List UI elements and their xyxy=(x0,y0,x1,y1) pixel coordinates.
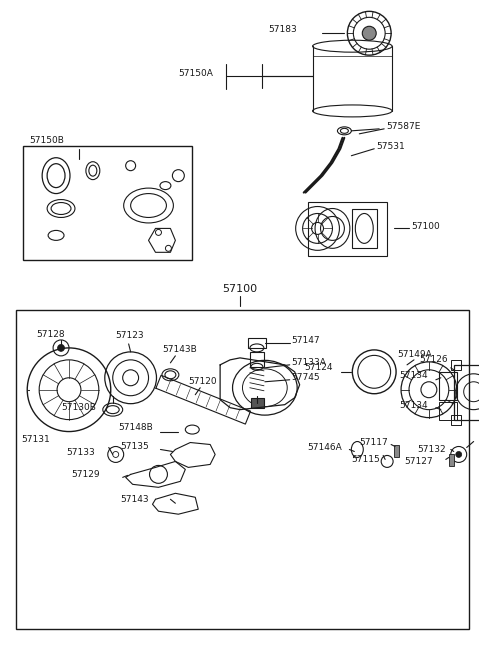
Text: 57183: 57183 xyxy=(268,25,297,34)
Bar xyxy=(250,352,264,367)
Text: 57115: 57115 xyxy=(351,455,380,464)
Text: 57117: 57117 xyxy=(360,438,388,447)
Text: 57150A: 57150A xyxy=(179,69,213,77)
Bar xyxy=(251,398,264,407)
Text: 57133A: 57133A xyxy=(292,358,326,367)
Text: 57143: 57143 xyxy=(120,495,149,504)
Bar xyxy=(451,360,461,370)
Text: 57124: 57124 xyxy=(305,364,333,372)
Bar xyxy=(449,455,454,466)
Bar xyxy=(352,208,377,248)
Text: 57131: 57131 xyxy=(21,435,50,444)
Text: 57128: 57128 xyxy=(36,331,65,339)
Bar xyxy=(439,402,457,420)
Text: 57123: 57123 xyxy=(116,331,144,341)
Text: 57134: 57134 xyxy=(399,371,428,381)
Text: 57130B: 57130B xyxy=(61,403,96,412)
Circle shape xyxy=(456,451,462,457)
Text: 57531: 57531 xyxy=(376,142,405,151)
Text: 57146A: 57146A xyxy=(308,443,342,452)
Text: 57147: 57147 xyxy=(292,337,320,345)
Circle shape xyxy=(362,26,376,40)
Bar xyxy=(451,415,461,424)
Text: 57587E: 57587E xyxy=(386,122,420,132)
Bar xyxy=(248,338,266,348)
Text: 57100: 57100 xyxy=(222,284,258,294)
Text: 57150B: 57150B xyxy=(29,136,64,145)
Bar xyxy=(23,146,192,260)
Text: 57120: 57120 xyxy=(188,377,217,386)
Text: 57149A: 57149A xyxy=(397,350,432,360)
Text: 57143B: 57143B xyxy=(162,345,197,354)
Bar xyxy=(394,445,399,457)
Circle shape xyxy=(58,345,64,351)
Text: 57127: 57127 xyxy=(404,457,432,466)
Text: 57134: 57134 xyxy=(399,401,428,410)
Text: 57133: 57133 xyxy=(66,448,95,457)
Text: 57126: 57126 xyxy=(419,356,447,364)
Text: 57148B: 57148B xyxy=(119,423,154,432)
Bar xyxy=(16,310,468,629)
Text: 57745: 57745 xyxy=(292,373,320,383)
Bar xyxy=(308,202,387,256)
Bar xyxy=(454,365,480,420)
Bar xyxy=(439,372,457,400)
Text: 57135: 57135 xyxy=(120,442,149,451)
Text: 57100: 57100 xyxy=(411,222,440,231)
Text: 57129: 57129 xyxy=(71,470,100,479)
Text: 57132: 57132 xyxy=(417,445,445,454)
